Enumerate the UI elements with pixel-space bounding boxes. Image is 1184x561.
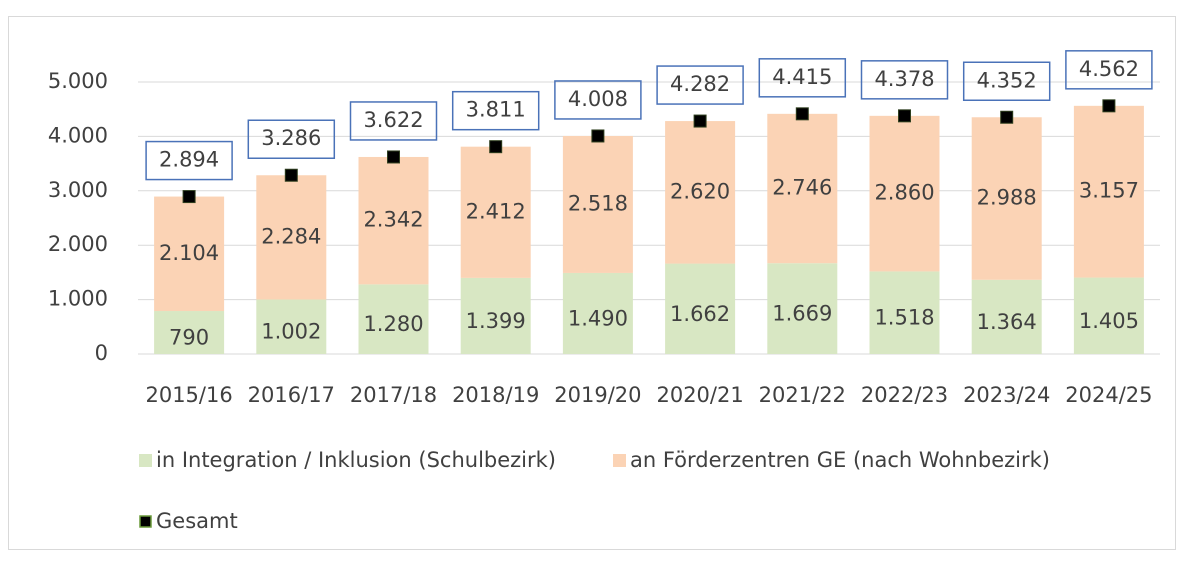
x-tick-label: 2022/23 bbox=[861, 383, 948, 407]
total-marker bbox=[284, 168, 298, 182]
value-label: 2.746 bbox=[772, 176, 832, 200]
value-label: 1.518 bbox=[874, 306, 934, 330]
value-label: 2.342 bbox=[363, 208, 423, 232]
value-label: 1.399 bbox=[466, 309, 526, 333]
total-label: 4.282 bbox=[670, 72, 730, 96]
bar-segment bbox=[665, 121, 736, 264]
total-label: 2.894 bbox=[159, 148, 219, 172]
bar-segment bbox=[869, 115, 940, 272]
total-marker bbox=[1102, 99, 1116, 113]
bar-segment bbox=[460, 146, 531, 278]
bar-segment bbox=[665, 263, 736, 354]
total-label: 4.352 bbox=[977, 68, 1037, 92]
bar-segment bbox=[460, 277, 531, 354]
x-tick-label: 2023/24 bbox=[963, 383, 1050, 407]
value-label: 2.988 bbox=[977, 186, 1037, 210]
total-marker bbox=[693, 114, 707, 128]
total-marker bbox=[387, 150, 400, 164]
total-label-box bbox=[247, 119, 336, 159]
legend-label: in Integration / Inklusion (Schulbezirk) bbox=[156, 448, 556, 472]
total-label-box bbox=[349, 101, 438, 141]
x-tick-label: 2024/25 bbox=[1065, 383, 1152, 407]
value-label: 2.412 bbox=[466, 199, 526, 223]
y-tick-label: 4.000 bbox=[48, 123, 108, 147]
value-label: 2.860 bbox=[874, 181, 934, 205]
total-label-box bbox=[656, 65, 744, 105]
y-tick-label: 3.000 bbox=[48, 178, 108, 202]
bar-segment bbox=[562, 135, 633, 273]
bar-segment bbox=[358, 284, 429, 354]
bar-segment bbox=[562, 272, 633, 354]
total-marker bbox=[795, 107, 809, 121]
total-label-box bbox=[554, 80, 642, 120]
bar-segment bbox=[1073, 277, 1144, 354]
value-label: 1.669 bbox=[772, 302, 832, 326]
value-label: 3.157 bbox=[1079, 179, 1139, 203]
total-label: 4.378 bbox=[874, 67, 934, 91]
total-marker bbox=[591, 129, 605, 143]
value-label: 1.002 bbox=[261, 320, 321, 344]
x-tick-label: 2018/19 bbox=[452, 383, 539, 407]
x-tick-label: 2017/18 bbox=[350, 383, 437, 407]
legend-label: an Förderzentren GE (nach Wohnbezirk) bbox=[630, 448, 1050, 472]
value-label: 790 bbox=[169, 326, 209, 350]
value-label: 1.280 bbox=[363, 312, 423, 336]
total-label-box bbox=[1065, 50, 1153, 90]
bar-segment bbox=[971, 117, 1042, 280]
x-tick-label: 2016/17 bbox=[248, 383, 335, 407]
legend-swatch bbox=[613, 454, 626, 467]
value-label: 2.620 bbox=[670, 179, 730, 203]
value-label: 1.405 bbox=[1079, 309, 1139, 333]
y-tick-label: 1.000 bbox=[48, 287, 108, 311]
x-tick-label: 2015/16 bbox=[145, 383, 232, 407]
bar-segment bbox=[1073, 105, 1144, 278]
bar-segment bbox=[869, 271, 940, 354]
y-tick-label: 0 bbox=[95, 341, 108, 365]
bar-segment bbox=[154, 311, 225, 354]
x-tick-label: 2019/20 bbox=[554, 383, 641, 407]
total-label: 4.562 bbox=[1079, 57, 1139, 81]
total-label-box bbox=[451, 90, 540, 131]
value-label: 2.104 bbox=[159, 241, 219, 265]
total-label: 4.415 bbox=[772, 65, 832, 89]
value-label: 1.490 bbox=[568, 306, 628, 330]
total-label-box bbox=[758, 58, 847, 98]
y-tick-label: 2.000 bbox=[48, 232, 108, 256]
total-marker bbox=[1000, 110, 1014, 124]
legend-label: Gesamt bbox=[156, 509, 238, 533]
total-marker bbox=[898, 109, 911, 123]
total-marker bbox=[182, 190, 196, 204]
total-marker bbox=[489, 140, 503, 154]
legend-swatch bbox=[139, 454, 152, 467]
total-label: 4.008 bbox=[568, 87, 628, 111]
bar-segment bbox=[358, 156, 429, 285]
total-label: 3.286 bbox=[261, 126, 321, 150]
legend-swatch bbox=[139, 515, 152, 528]
y-tick-label: 5.000 bbox=[48, 69, 108, 93]
bar-segment bbox=[154, 196, 225, 312]
x-tick-label: 2021/22 bbox=[759, 383, 846, 407]
bar-segment bbox=[767, 263, 838, 354]
x-tick-label: 2020/21 bbox=[656, 383, 743, 407]
bar-segment bbox=[256, 299, 327, 354]
bar-segment bbox=[256, 175, 327, 300]
total-label: 3.622 bbox=[363, 108, 423, 132]
total-label-box bbox=[145, 140, 233, 181]
value-label: 2.518 bbox=[568, 191, 628, 215]
value-label: 2.284 bbox=[261, 224, 321, 248]
value-label: 1.364 bbox=[977, 310, 1037, 334]
bar-segment bbox=[767, 113, 838, 264]
bar-segment bbox=[971, 279, 1042, 354]
value-label: 1.662 bbox=[670, 302, 730, 326]
total-label: 3.811 bbox=[466, 98, 526, 122]
total-label-box bbox=[860, 60, 949, 100]
total-label-box bbox=[962, 61, 1051, 102]
